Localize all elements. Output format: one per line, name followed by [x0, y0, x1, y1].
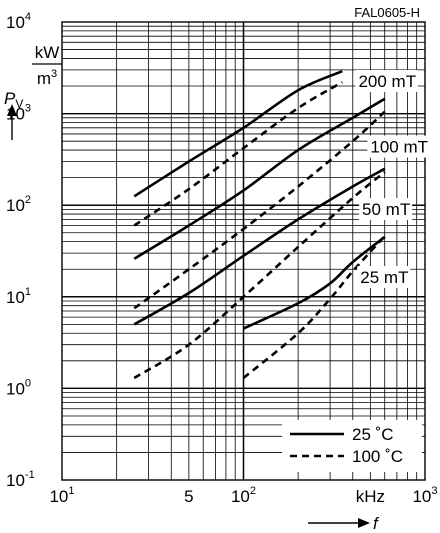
legend: 25 ˚C 100 ˚C: [282, 420, 422, 472]
y-tick-label: 100: [6, 377, 31, 398]
x-tick-label: 101: [49, 485, 74, 506]
x-tick-label: 5: [184, 487, 193, 506]
plot-frame: [61, 21, 426, 481]
y-tick-label: 10-1: [6, 469, 35, 490]
curve-label: 25 mT: [360, 268, 408, 287]
x-axis-label: f: [308, 514, 380, 533]
curve-label: 50 mT: [362, 200, 410, 219]
x-tick-label: 103: [412, 485, 437, 506]
chart-curves: [133, 70, 386, 380]
svg-text:PV: PV: [4, 89, 23, 111]
x-tick-label: 102: [231, 485, 256, 506]
legend-box: [282, 420, 422, 472]
series-line: [133, 70, 343, 198]
curve-label-bg: [355, 70, 418, 93]
curve-label-bg: [357, 266, 411, 289]
y-axis-label: PV: [4, 89, 23, 140]
y-tick-label: 104: [6, 11, 31, 32]
curve-labels: 200 mT 100 mT 50 mT 25 mT: [355, 70, 430, 289]
legend-item-100c: 100 ˚C: [352, 447, 403, 466]
series-line: [242, 235, 386, 379]
series-line: [133, 171, 386, 380]
curve-label-bg: [367, 135, 430, 158]
series-line: [242, 235, 386, 330]
y-tick-label: 101: [6, 286, 31, 307]
figure-id: FAL0605-H: [354, 5, 420, 20]
curve-label-bg: [359, 198, 413, 221]
y-axis-arrow-icon: [7, 104, 17, 140]
series-line: [133, 97, 386, 260]
y-tick-label: 102: [6, 194, 31, 215]
svg-text:f: f: [373, 514, 380, 533]
legend-item-25c: 25 ˚C: [352, 425, 394, 444]
x-unit-label: kHz: [356, 487, 385, 506]
series-line: [133, 81, 343, 227]
curve-label: 200 mT: [358, 72, 416, 91]
curve-label: 100 mT: [370, 138, 428, 157]
y-unit-label: kW m3: [32, 43, 62, 88]
y-unit-denominator: m3: [37, 68, 57, 88]
y-unit-numerator: kW: [35, 43, 60, 62]
x-axis-arrow-icon: [308, 518, 370, 528]
series-line: [133, 167, 386, 326]
